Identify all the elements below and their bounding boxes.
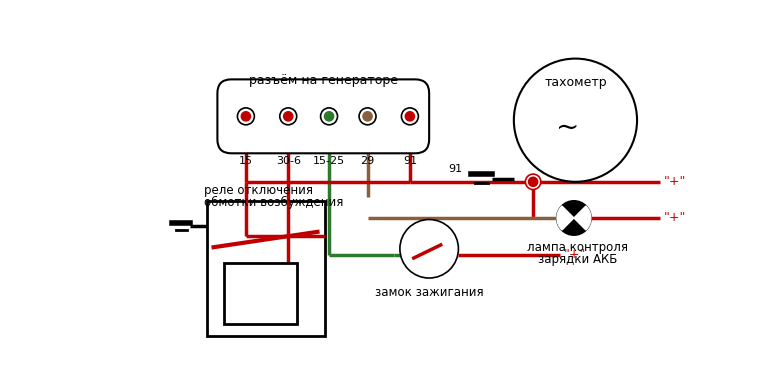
Text: "+": "+" <box>564 249 586 261</box>
Text: обмотки возбуждения: обмотки возбуждения <box>204 196 343 209</box>
Circle shape <box>529 178 537 186</box>
Text: 15-25: 15-25 <box>313 156 345 166</box>
Bar <box>208 201 325 336</box>
Circle shape <box>525 174 541 189</box>
FancyBboxPatch shape <box>218 80 429 153</box>
Circle shape <box>321 108 338 125</box>
Circle shape <box>557 201 591 235</box>
Text: "+": "+" <box>664 175 687 188</box>
Circle shape <box>528 177 538 187</box>
Text: разъём на генераторе: разъём на генераторе <box>249 74 398 87</box>
Circle shape <box>514 58 637 182</box>
Text: 15: 15 <box>239 156 253 166</box>
Text: зарядки АКБ: зарядки АКБ <box>538 253 618 267</box>
Circle shape <box>359 108 376 125</box>
Text: 29: 29 <box>361 156 375 166</box>
Bar <box>224 263 297 324</box>
Circle shape <box>401 108 418 125</box>
Text: "+": "+" <box>273 279 295 292</box>
Circle shape <box>405 112 414 121</box>
Circle shape <box>280 108 297 125</box>
Circle shape <box>400 220 458 278</box>
Circle shape <box>238 108 255 125</box>
Wedge shape <box>574 206 591 230</box>
Text: "+": "+" <box>664 211 687 225</box>
Circle shape <box>241 112 251 121</box>
Circle shape <box>325 112 334 121</box>
Wedge shape <box>557 206 574 230</box>
Text: ~: ~ <box>556 114 579 142</box>
Text: реле отключения: реле отключения <box>204 184 312 197</box>
Text: замок зажигания: замок зажигания <box>375 286 484 299</box>
Circle shape <box>363 112 372 121</box>
Text: 91: 91 <box>403 156 417 166</box>
Circle shape <box>284 112 293 121</box>
Text: 30-6: 30-6 <box>276 156 301 166</box>
Text: тахометр: тахометр <box>544 76 607 89</box>
Text: лампа контроля: лампа контроля <box>528 241 628 254</box>
Text: 91: 91 <box>448 164 462 174</box>
